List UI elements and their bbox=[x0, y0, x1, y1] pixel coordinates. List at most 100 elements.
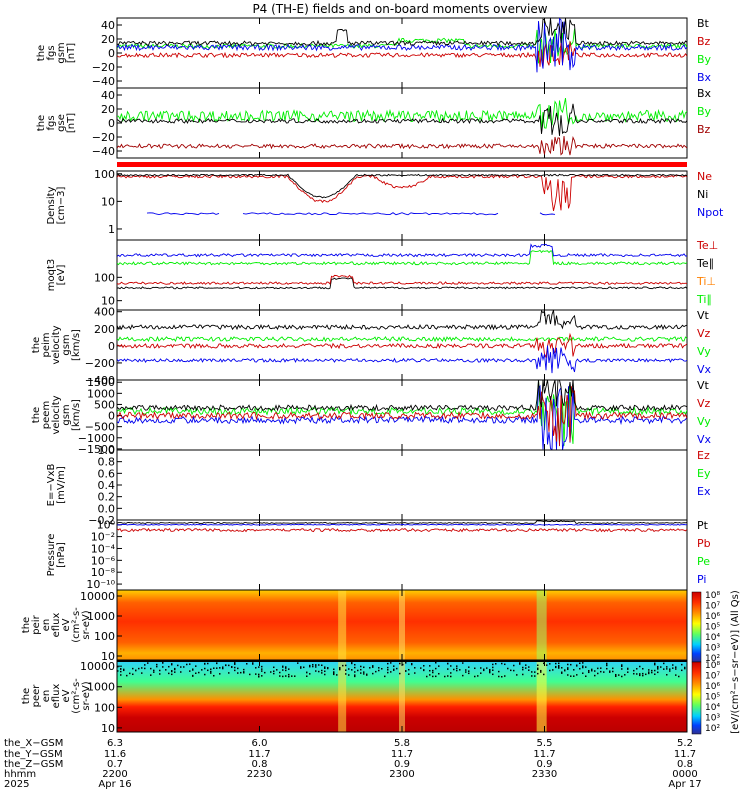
ylabel-line: peem bbox=[41, 401, 52, 429]
x-axis-annotation: the_X−GSMthe_Y−GSMthe_Z−GSMhhmm20256.311… bbox=[4, 738, 702, 790]
ylabel-line: [cm−3] bbox=[56, 187, 67, 225]
xaxis-row-label: the_Z−GSM bbox=[4, 759, 63, 770]
spectro-event-0 bbox=[338, 660, 347, 732]
panel-peim_vel: 4002000−200−400thepeimvelocitygsm[km/s]V… bbox=[31, 306, 712, 387]
xaxis-value: 0.8 bbox=[252, 759, 268, 770]
ylabel-line: the bbox=[36, 45, 47, 61]
ytick-label: 20 bbox=[101, 33, 115, 46]
legend-pressure-0: Pt bbox=[697, 519, 709, 532]
colorbar-lower-tick: 10⁸ bbox=[705, 661, 720, 671]
ylabel-line: the bbox=[21, 688, 32, 704]
series-vx bbox=[117, 384, 687, 450]
series-vt bbox=[117, 380, 687, 412]
frame-pressure bbox=[116, 519, 688, 591]
ylabel-line: en bbox=[41, 619, 52, 632]
ylabel-line: eflux bbox=[51, 613, 62, 638]
ylabel-line: gsm bbox=[61, 334, 72, 355]
ytick-label: −500 bbox=[85, 421, 115, 434]
ytick-label: 0.8 bbox=[98, 456, 116, 469]
panel-efield: 1.00.80.60.40.20.0−0.2 E=−VxB[mV/m] Ez Ey Ex bbox=[46, 444, 711, 527]
ytick-label: 0 bbox=[108, 47, 115, 60]
ytick-label: −20 bbox=[92, 61, 115, 74]
series-vt bbox=[117, 310, 687, 331]
plot-title: P4 (TH-E) fields and on-board moments ov… bbox=[252, 2, 547, 16]
frame-fgs_gsm bbox=[116, 17, 688, 89]
ylabel-peer_spec: thepeerenefluxeV(cm²-s-sr-eV) bbox=[21, 678, 92, 714]
ylabel-line: sr-eV) bbox=[81, 610, 92, 639]
xaxis-value: 0000 bbox=[672, 769, 697, 780]
ylabel-line: [eV] bbox=[56, 265, 67, 286]
xaxis-value: 11.7 bbox=[391, 749, 413, 760]
xaxis-row-label: hhmm bbox=[4, 769, 36, 780]
series-teperp bbox=[117, 274, 687, 285]
ylabel-line: gse bbox=[56, 114, 67, 132]
spectro-event-2 bbox=[536, 660, 547, 732]
legend-pressure-2: Pe bbox=[697, 555, 710, 568]
series-bt bbox=[117, 18, 687, 47]
ylabel-line: peir bbox=[31, 614, 42, 634]
ylabel-line: fgs bbox=[46, 45, 57, 60]
ytick-label: 10 bbox=[101, 195, 115, 208]
frame-density bbox=[116, 170, 688, 241]
legend-peim_vel-2: Vy bbox=[697, 345, 711, 358]
separator-bar bbox=[117, 162, 687, 167]
ylabel-line: velocity bbox=[51, 325, 62, 364]
series-bz bbox=[117, 41, 687, 69]
ylabel-pressure: Pressure[nPa] bbox=[46, 534, 67, 577]
series-vy bbox=[117, 380, 687, 446]
ytick-label: −1500 bbox=[78, 443, 115, 456]
panel-peir_spec: 10000 1000 100 10 thepeirenefluxeV(cm²-s-sr-… bbox=[21, 589, 688, 663]
traces-pressure bbox=[117, 520, 687, 533]
ytick-label: 1500 bbox=[87, 376, 115, 389]
ytick-label: 0.6 bbox=[98, 467, 116, 480]
colorbar-upper-tick: 10⁵ bbox=[705, 623, 720, 633]
ylabel-line: Pressure bbox=[46, 534, 57, 577]
ylabel-line: the bbox=[31, 407, 42, 423]
colorbar-upper-tick: 10² bbox=[705, 654, 720, 664]
series-vz bbox=[117, 386, 687, 447]
ylabel-peem_vel: thepeemvelocitygsm[km/s] bbox=[31, 395, 82, 434]
colorbar: 10⁸10⁷10⁶10⁵10⁴10³10²10⁸10⁷10⁶10⁵10⁴10³1… bbox=[691, 590, 741, 735]
ytick-label: 100 bbox=[94, 701, 115, 714]
ylabel-line: peer bbox=[31, 684, 42, 708]
ytick-label: 10⁻¹⁰ bbox=[86, 578, 115, 591]
traces-fgs_gsm bbox=[117, 18, 687, 73]
series-bx bbox=[117, 18, 687, 73]
legend-fgs_gse-1: By bbox=[697, 105, 712, 118]
xaxis-value: 11.7 bbox=[674, 749, 696, 760]
ytick-label: 1000 bbox=[87, 681, 115, 694]
xaxis-row-label: 2025 bbox=[4, 779, 29, 790]
ytick-label: 40 bbox=[101, 89, 115, 102]
panel-peer_spec: 10000 1000 100 10 thepeerenefluxeV(cm²-s-sr-… bbox=[21, 659, 688, 735]
ylabel-line: [nT] bbox=[66, 43, 77, 63]
legend-density-2: Npot bbox=[697, 206, 724, 219]
ylabel-fgs_gsm: thefgsgsm[nT] bbox=[36, 42, 77, 63]
ytick-label: 500 bbox=[94, 398, 115, 411]
ytick-label: 0 bbox=[108, 117, 115, 130]
xaxis-value: 11.7 bbox=[533, 749, 555, 760]
colorbar-upper-tick: 10⁸ bbox=[705, 591, 720, 601]
ytick-label: 0.2 bbox=[98, 491, 116, 504]
colorbar-upper bbox=[691, 591, 702, 663]
legend-fgs_gsm-3: Bx bbox=[697, 71, 712, 84]
ylabel-line: the bbox=[36, 115, 47, 131]
xaxis-row-label: the_Y−GSM bbox=[4, 749, 63, 760]
ytick-label: 100 bbox=[94, 271, 115, 284]
colorbar-lower-tick: 10⁷ bbox=[705, 672, 720, 682]
xaxis-value: 11.6 bbox=[104, 749, 126, 760]
ylabel-density: Density[cm−3] bbox=[46, 186, 67, 224]
ytick-label: 10⁻⁸ bbox=[91, 566, 116, 579]
panel-temp: 100 10 moqt3[eV] Te⊥ Te∥ Ti⊥ Ti∥ bbox=[46, 239, 718, 311]
traces-peim_vel bbox=[117, 310, 687, 374]
ytick-label: −40 bbox=[92, 75, 115, 88]
colorbar-lower-tick: 10⁴ bbox=[705, 703, 720, 713]
legend-pressure-3: Pi bbox=[697, 573, 706, 586]
ylabel-line: Density bbox=[46, 186, 57, 224]
ylabel-temp: moqt3[eV] bbox=[46, 259, 67, 292]
ytick-label: 1000 bbox=[87, 610, 115, 623]
legend-temp-2: Ti⊥ bbox=[696, 275, 716, 288]
legend-efield-2: Ex bbox=[697, 485, 711, 498]
